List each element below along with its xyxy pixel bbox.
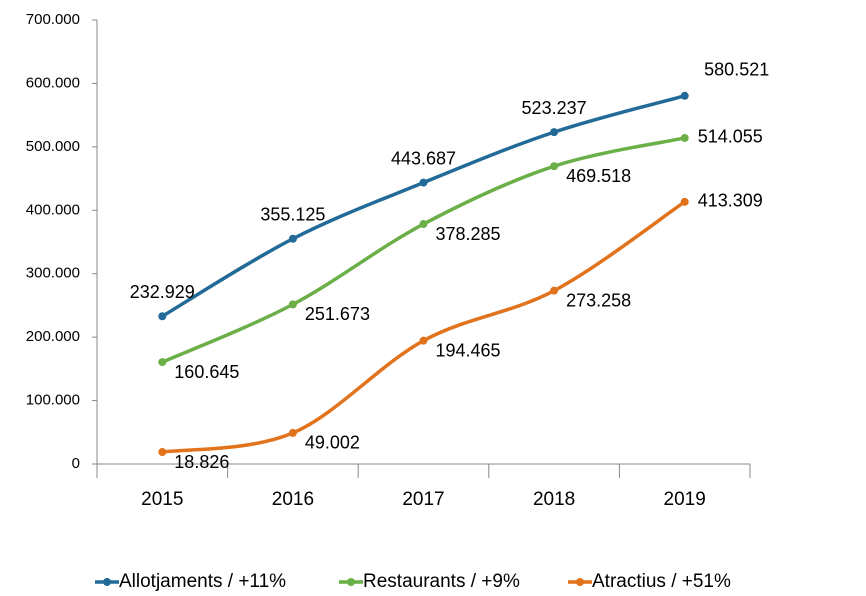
x-tick-label: 2019 xyxy=(664,489,706,510)
legend-label: Restaurants / +9% xyxy=(363,571,520,592)
y-tick-label: 700.000 xyxy=(26,11,80,28)
value-label: 355.125 xyxy=(260,204,325,224)
value-label: 18.826 xyxy=(174,452,229,472)
value-label: 469.518 xyxy=(566,166,631,186)
y-tick-label: 300.000 xyxy=(26,265,80,282)
y-tick-label: 100.000 xyxy=(26,392,80,409)
point xyxy=(680,91,689,100)
legend-marker xyxy=(103,578,111,586)
value-label: 378.285 xyxy=(436,224,501,244)
legend-marker xyxy=(576,578,584,586)
point xyxy=(288,234,297,243)
point xyxy=(550,128,559,137)
value-label: 443.687 xyxy=(391,148,456,168)
point xyxy=(419,178,428,187)
value-label: 160.645 xyxy=(174,362,239,382)
value-label: 232.929 xyxy=(130,282,195,302)
point xyxy=(680,133,689,142)
value-label: 251.673 xyxy=(305,304,370,324)
legend-label: Atractius / +51% xyxy=(592,571,731,592)
point xyxy=(680,197,689,206)
legend-label: Allotjaments / +11% xyxy=(119,571,286,592)
series-line xyxy=(162,200,686,454)
y-tick-label: 200.000 xyxy=(26,328,80,345)
value-label: 273.258 xyxy=(566,290,631,310)
point xyxy=(419,220,428,229)
point xyxy=(419,336,428,345)
value-label: 514.055 xyxy=(698,127,763,147)
x-tick-label: 2015 xyxy=(141,489,183,510)
y-tick-label: 0 xyxy=(72,455,80,472)
y-tick-label: 600.000 xyxy=(26,74,80,91)
point xyxy=(158,312,167,321)
value-label: 194.465 xyxy=(436,340,501,360)
point xyxy=(288,300,297,309)
value-label: 580.521 xyxy=(704,60,769,80)
value-label: 413.309 xyxy=(698,191,763,211)
legend-marker xyxy=(347,578,355,586)
series-line xyxy=(161,94,686,318)
y-tick-label: 500.000 xyxy=(26,138,80,155)
x-tick-label: 2018 xyxy=(533,489,575,510)
value-label: 523.237 xyxy=(522,98,587,118)
value-label: 49.002 xyxy=(305,433,360,453)
point xyxy=(288,428,297,437)
point xyxy=(158,448,167,457)
point xyxy=(550,162,559,171)
x-tick-label: 2016 xyxy=(272,489,314,510)
x-tick-label: 2017 xyxy=(402,489,444,510)
y-tick-label: 400.000 xyxy=(26,201,80,218)
point xyxy=(550,286,559,295)
point xyxy=(158,358,167,367)
